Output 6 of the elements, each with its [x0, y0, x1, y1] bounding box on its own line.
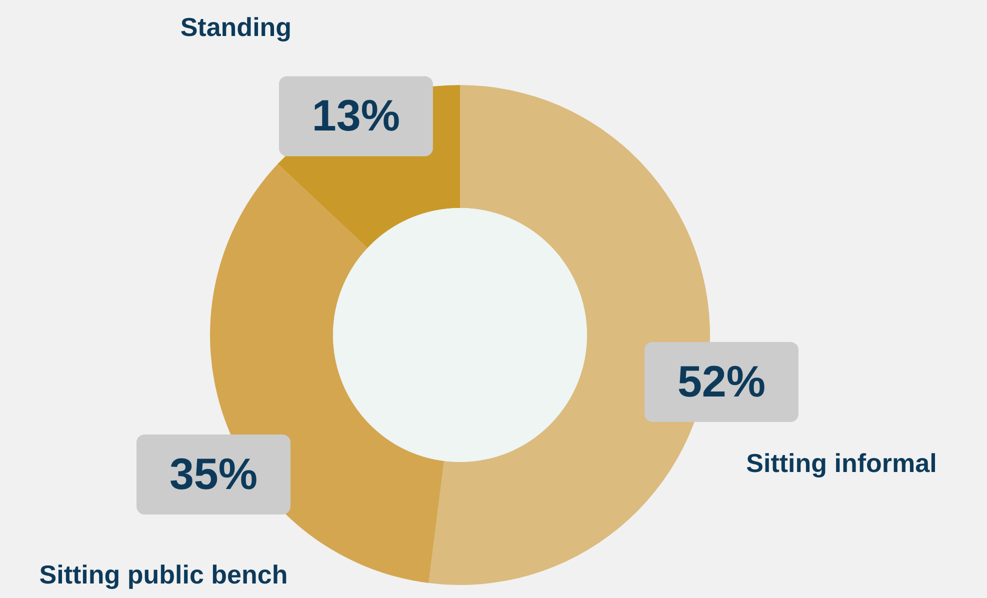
- slice-label: Standing: [180, 12, 292, 42]
- data-label: 52%: [677, 357, 766, 406]
- data-label: 13%: [312, 92, 400, 141]
- slice-label: Sitting informal: [746, 448, 937, 478]
- slice-label: Sitting public bench: [39, 559, 288, 590]
- data-label: 35%: [169, 450, 258, 499]
